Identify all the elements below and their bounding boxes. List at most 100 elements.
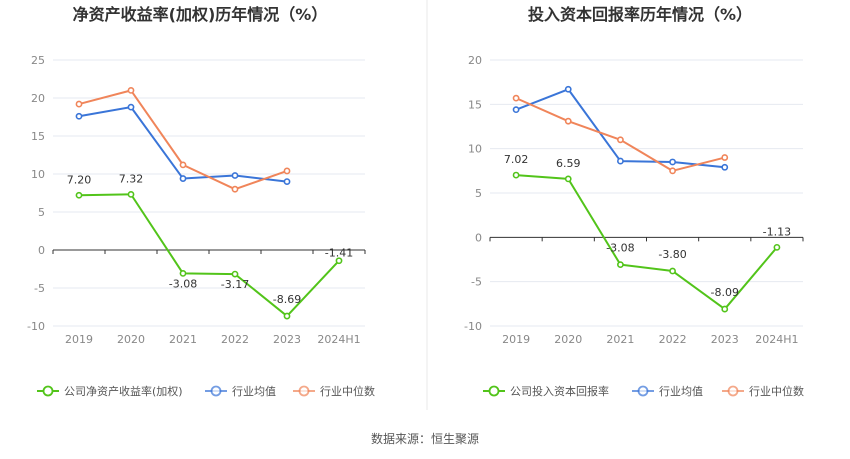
y-tick-label: 0 bbox=[475, 231, 482, 244]
data-label: -3.80 bbox=[658, 248, 686, 261]
y-tick-label: 0 bbox=[38, 244, 45, 257]
data-point-company bbox=[721, 305, 729, 313]
data-label: 7.02 bbox=[504, 153, 529, 166]
chart-2-title: 投入资本回报率历年情况（%） bbox=[528, 5, 752, 24]
data-label: -8.09 bbox=[711, 286, 739, 299]
y-tick-label: 20 bbox=[468, 54, 482, 67]
data-point-company bbox=[335, 257, 343, 265]
data-point-company bbox=[179, 270, 187, 277]
data-point-industry-avg bbox=[127, 103, 135, 111]
data-point-industry-avg bbox=[512, 106, 520, 114]
x-tick-label: 2020 bbox=[554, 333, 582, 346]
data-point-company bbox=[231, 270, 239, 278]
data-point-industry-median bbox=[283, 167, 291, 175]
legend-item-industry-avg[interactable]: 行业均值 bbox=[632, 385, 703, 398]
data-label: -1.13 bbox=[763, 225, 791, 238]
data-point-industry-median bbox=[179, 161, 187, 169]
data-label: 7.20 bbox=[67, 173, 92, 186]
data-point-industry-median bbox=[231, 185, 239, 193]
x-tick-label: 2019 bbox=[65, 333, 93, 346]
data-point-industry-avg bbox=[75, 112, 83, 120]
data-point-industry-median bbox=[75, 100, 83, 108]
data-point-industry-avg bbox=[564, 85, 572, 93]
chart-1-title: 净资产收益率(加权)历年情况（%） bbox=[73, 5, 328, 24]
x-tick-label: 2022 bbox=[659, 333, 687, 346]
legend-marker-icon bbox=[637, 385, 649, 397]
data-label: -8.69 bbox=[273, 293, 301, 306]
data-point-company bbox=[617, 261, 624, 269]
chart-2-legend: 公司投入资本回报率 行业均值 行业中位数 bbox=[483, 384, 804, 398]
x-tick-label: 2023 bbox=[711, 333, 739, 346]
y-tick-label: 15 bbox=[468, 98, 482, 111]
data-point-industry-avg bbox=[617, 157, 624, 165]
legend-label: 公司净资产收益率(加权) bbox=[64, 384, 183, 398]
data-point-industry-median bbox=[564, 117, 572, 125]
chart-1-legend: 公司净资产收益率(加权) 行业均值 行业中位数 bbox=[37, 384, 375, 398]
legend-item-company[interactable]: 公司净资产收益率(加权) bbox=[37, 384, 183, 398]
legend-item-industry-median[interactable]: 行业中位数 bbox=[293, 384, 375, 398]
series-line-company bbox=[516, 174, 778, 311]
chart-1-plot: -10 -5 0 5 10 15 20 25 2019 2020 2021 2022 2023 2024H… bbox=[27, 54, 366, 346]
legend-item-industry-median[interactable]: 行业中位数 bbox=[722, 384, 804, 398]
x-tick-label: 2020 bbox=[117, 333, 145, 346]
x-tick-label: 2019 bbox=[502, 333, 530, 346]
data-point-industry-median bbox=[669, 167, 676, 175]
data-label: -1.41 bbox=[325, 247, 353, 260]
series-line-company bbox=[78, 193, 340, 318]
x-tick-label: 2024H1 bbox=[755, 333, 798, 346]
legend-label: 行业中位数 bbox=[320, 384, 375, 398]
legend-item-company[interactable]: 公司投入资本回报率 bbox=[483, 384, 609, 398]
data-point-industry-avg bbox=[179, 175, 187, 182]
x-tick-label: 2021 bbox=[606, 333, 634, 346]
legend-marker-icon bbox=[727, 385, 739, 397]
legend-marker-icon bbox=[42, 385, 54, 397]
data-point-industry-avg bbox=[669, 158, 676, 166]
series-line-industry-avg bbox=[515, 88, 725, 169]
x-tick-label: 2023 bbox=[273, 333, 301, 346]
y-tick-label: 5 bbox=[475, 187, 482, 200]
data-label: -3.17 bbox=[221, 278, 249, 291]
y-tick-label: -5 bbox=[34, 282, 45, 295]
data-point-industry-median bbox=[617, 136, 624, 144]
chart-2-plot: -10 -5 0 5 10 15 20 2019 2020 2021 2022 2023 2024H1 7… bbox=[464, 54, 804, 346]
legend-label: 行业均值 bbox=[232, 385, 276, 398]
data-point-industry-avg bbox=[283, 178, 291, 185]
y-tick-label: 5 bbox=[38, 206, 45, 219]
x-tick-label: 2024H1 bbox=[317, 333, 360, 346]
data-label: 7.32 bbox=[119, 172, 144, 185]
data-point-company bbox=[127, 190, 135, 198]
legend-label: 行业均值 bbox=[659, 385, 703, 398]
legend-label: 公司投入资本回报率 bbox=[510, 384, 609, 398]
data-label: -3.08 bbox=[169, 277, 197, 290]
y-tick-label: -5 bbox=[471, 276, 482, 289]
y-tick-label: -10 bbox=[27, 320, 45, 333]
data-point-industry-median bbox=[127, 87, 135, 94]
data-label: -3.08 bbox=[606, 242, 634, 255]
legend-item-industry-avg[interactable]: 行业均值 bbox=[205, 385, 276, 398]
y-tick-label: 25 bbox=[31, 54, 45, 67]
data-point-company bbox=[564, 175, 572, 183]
data-point-company bbox=[512, 171, 520, 179]
data-label: 6.59 bbox=[556, 157, 581, 170]
data-point-company bbox=[669, 267, 676, 275]
data-point-company bbox=[283, 312, 291, 320]
data-point-industry-avg bbox=[231, 172, 239, 179]
legend-marker-icon bbox=[488, 385, 500, 397]
y-tick-label: 10 bbox=[31, 168, 45, 181]
data-point-industry-median bbox=[721, 154, 729, 161]
x-tick-label: 2021 bbox=[169, 333, 197, 346]
legend-marker-icon bbox=[210, 385, 222, 397]
data-point-company bbox=[75, 191, 83, 199]
y-tick-label: 15 bbox=[31, 130, 45, 143]
series-line-industry-avg bbox=[78, 106, 288, 183]
data-point-industry-median bbox=[512, 94, 520, 102]
data-source-note: 数据来源：恒生聚源 bbox=[371, 431, 479, 446]
data-point-company bbox=[773, 243, 781, 251]
y-tick-label: 10 bbox=[468, 143, 482, 156]
y-tick-label: 20 bbox=[31, 92, 45, 105]
legend-marker-icon bbox=[298, 385, 310, 397]
data-point-industry-avg bbox=[721, 163, 729, 171]
x-tick-label: 2022 bbox=[221, 333, 249, 346]
y-tick-label: -10 bbox=[464, 320, 482, 333]
